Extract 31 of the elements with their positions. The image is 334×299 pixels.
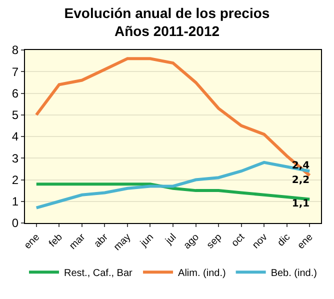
chart-title: Evolución anual de los precios Años 2011-2012: [64, 4, 270, 40]
line-series: [34, 182, 312, 201]
legend-label: Rest., Caf., Bar: [64, 268, 134, 279]
x-tick-label: ene: [296, 232, 316, 252]
x-tick-label: ago: [182, 232, 202, 252]
x-tick-label: jun: [138, 232, 156, 250]
legend-label: Beb. (ind.): [270, 268, 317, 279]
y-tick-label: 6: [12, 86, 19, 100]
y-tick-label: 4: [12, 130, 19, 144]
y-tick-label: 3: [12, 151, 19, 166]
x-tick-label: jul: [163, 232, 179, 248]
x-tick-label: mar: [68, 231, 88, 252]
line-series: [34, 160, 312, 210]
x-tick-label: sep: [205, 232, 225, 252]
y-tick-label: 7: [12, 64, 19, 79]
y-tick-label: 8: [12, 43, 19, 58]
data-label: 2,2: [292, 174, 310, 186]
x-tick-label: may: [112, 232, 134, 254]
y-tick-label: 2: [12, 172, 19, 187]
y-tick-label: 0: [12, 216, 19, 230]
line-series: [34, 57, 312, 177]
x-tick-label: feb: [47, 232, 66, 250]
x-tick-label: oct: [230, 232, 248, 250]
x-tick-label: abr: [92, 231, 111, 250]
x-tick-label: ene: [22, 232, 42, 252]
x-tick-label: nov: [250, 232, 270, 252]
y-tick-label: 1: [12, 194, 19, 209]
y-tick-label: 5: [12, 108, 19, 122]
legend-label: Alim. (ind.): [178, 268, 226, 279]
x-tick-label: dic: [276, 232, 293, 249]
data-label: 1,1: [292, 198, 310, 210]
